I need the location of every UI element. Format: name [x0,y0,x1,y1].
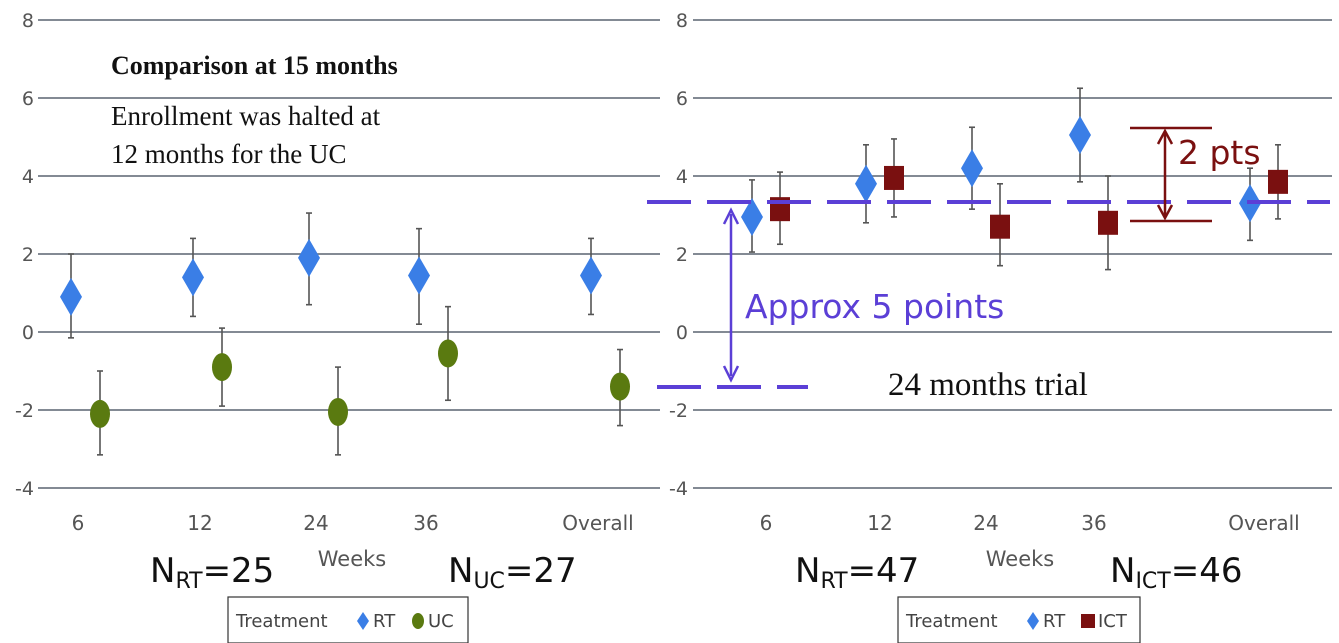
y-tick-label: 2 [676,244,688,266]
y-tick-label: 8 [22,10,34,32]
y-tick-label: 4 [676,166,688,188]
x-axis-label: Weeks [318,547,386,571]
data-point-uc [328,397,348,426]
annotation-trial: 24 months trial [888,367,1088,403]
legend-title: Treatment [235,611,328,632]
arrowhead-icon [722,365,740,383]
annotation-note: Enrollment was halted at [111,101,381,131]
annotation-overlay: Approx 5 points 24 months trial 2 pts [647,126,1330,403]
arrowhead-icon [1156,204,1174,221]
data-point-rt [182,258,204,297]
x-tick-label: 6 [72,511,85,535]
data-point-uc [438,339,458,368]
y-tick-label: -2 [15,400,34,422]
data-point-uc [212,353,232,382]
data-point-ict [990,214,1010,239]
y-tick-label: 0 [22,322,34,344]
x-tick-label: 24 [303,511,328,535]
sample-size-label: NRT=25 [150,551,274,594]
x-tick-label: 6 [760,511,773,535]
arrowhead-icon [722,207,740,225]
annotation-approx: Approx 5 points [745,287,1004,326]
y-tick-label: -2 [669,400,688,422]
annotation-note: 12 months for the UC [111,139,347,169]
data-point-ict [1098,210,1118,235]
y-tick-label: -4 [15,478,34,500]
legend-label: RT [373,611,396,632]
data-point-rt [298,238,320,277]
data-point-uc [90,399,110,428]
x-tick-label: 24 [973,511,998,535]
x-tick-label: 36 [1081,511,1106,535]
series-rt [741,87,1261,253]
data-point-rt [580,256,602,295]
y-tick-label: 4 [22,166,34,188]
legend: Treatment RT UC [227,596,469,643]
data-point-rt [741,197,763,236]
y-tick-label: 2 [22,244,34,266]
data-point-rt [961,149,983,188]
y-tick-label: 6 [676,88,688,110]
legend: Treatment RT ICT [897,596,1141,643]
sample-size-label: NICT=46 [1110,551,1243,594]
data-point-uc [610,372,630,401]
x-tick-label: Overall [1228,511,1299,535]
legend-swatch [357,612,369,630]
y-tick-label: -4 [669,478,688,500]
data-point-rt [60,277,82,316]
data-point-rt [408,256,430,295]
series-rt [60,212,602,339]
annotation-heading: Comparison at 15 months [111,51,398,80]
legend-swatch [1081,614,1095,628]
y-tick-label: 0 [676,322,688,344]
legend-swatch [1027,612,1039,630]
arrowhead-icon [1156,128,1174,145]
legend-swatch [412,613,424,629]
x-tick-label: 36 [413,511,438,535]
data-point-ict [1268,169,1288,194]
series-ict [770,138,1288,271]
data-point-rt [855,164,877,203]
right-panel: 8 6 4 2 0 -2 -4 6 12 24 36 Overall Weeks NRT=47 NICT=4… [669,10,1332,643]
legend-label: UC [428,611,454,632]
legend-label: ICT [1098,611,1128,632]
y-tick-label: 8 [676,10,688,32]
legend-label: RT [1043,611,1066,632]
y-tick-label: 6 [22,88,34,110]
data-point-rt [1069,116,1091,155]
x-tick-label: 12 [187,511,212,535]
annotation-pts: 2 pts [1178,133,1261,172]
left-panel: 8 6 4 2 0 -2 -4 6 12 24 36 Overall Weeks NRT=25 NUC=27… [15,10,660,643]
x-tick-label: Overall [562,511,633,535]
series-uc [90,305,630,456]
sample-size-label: NRT=47 [795,551,919,594]
data-point-ict [884,165,904,190]
x-axis-label: Weeks [986,547,1054,571]
sample-size-label: NUC=27 [448,551,577,594]
legend-title: Treatment [905,611,998,632]
x-tick-label: 12 [867,511,892,535]
